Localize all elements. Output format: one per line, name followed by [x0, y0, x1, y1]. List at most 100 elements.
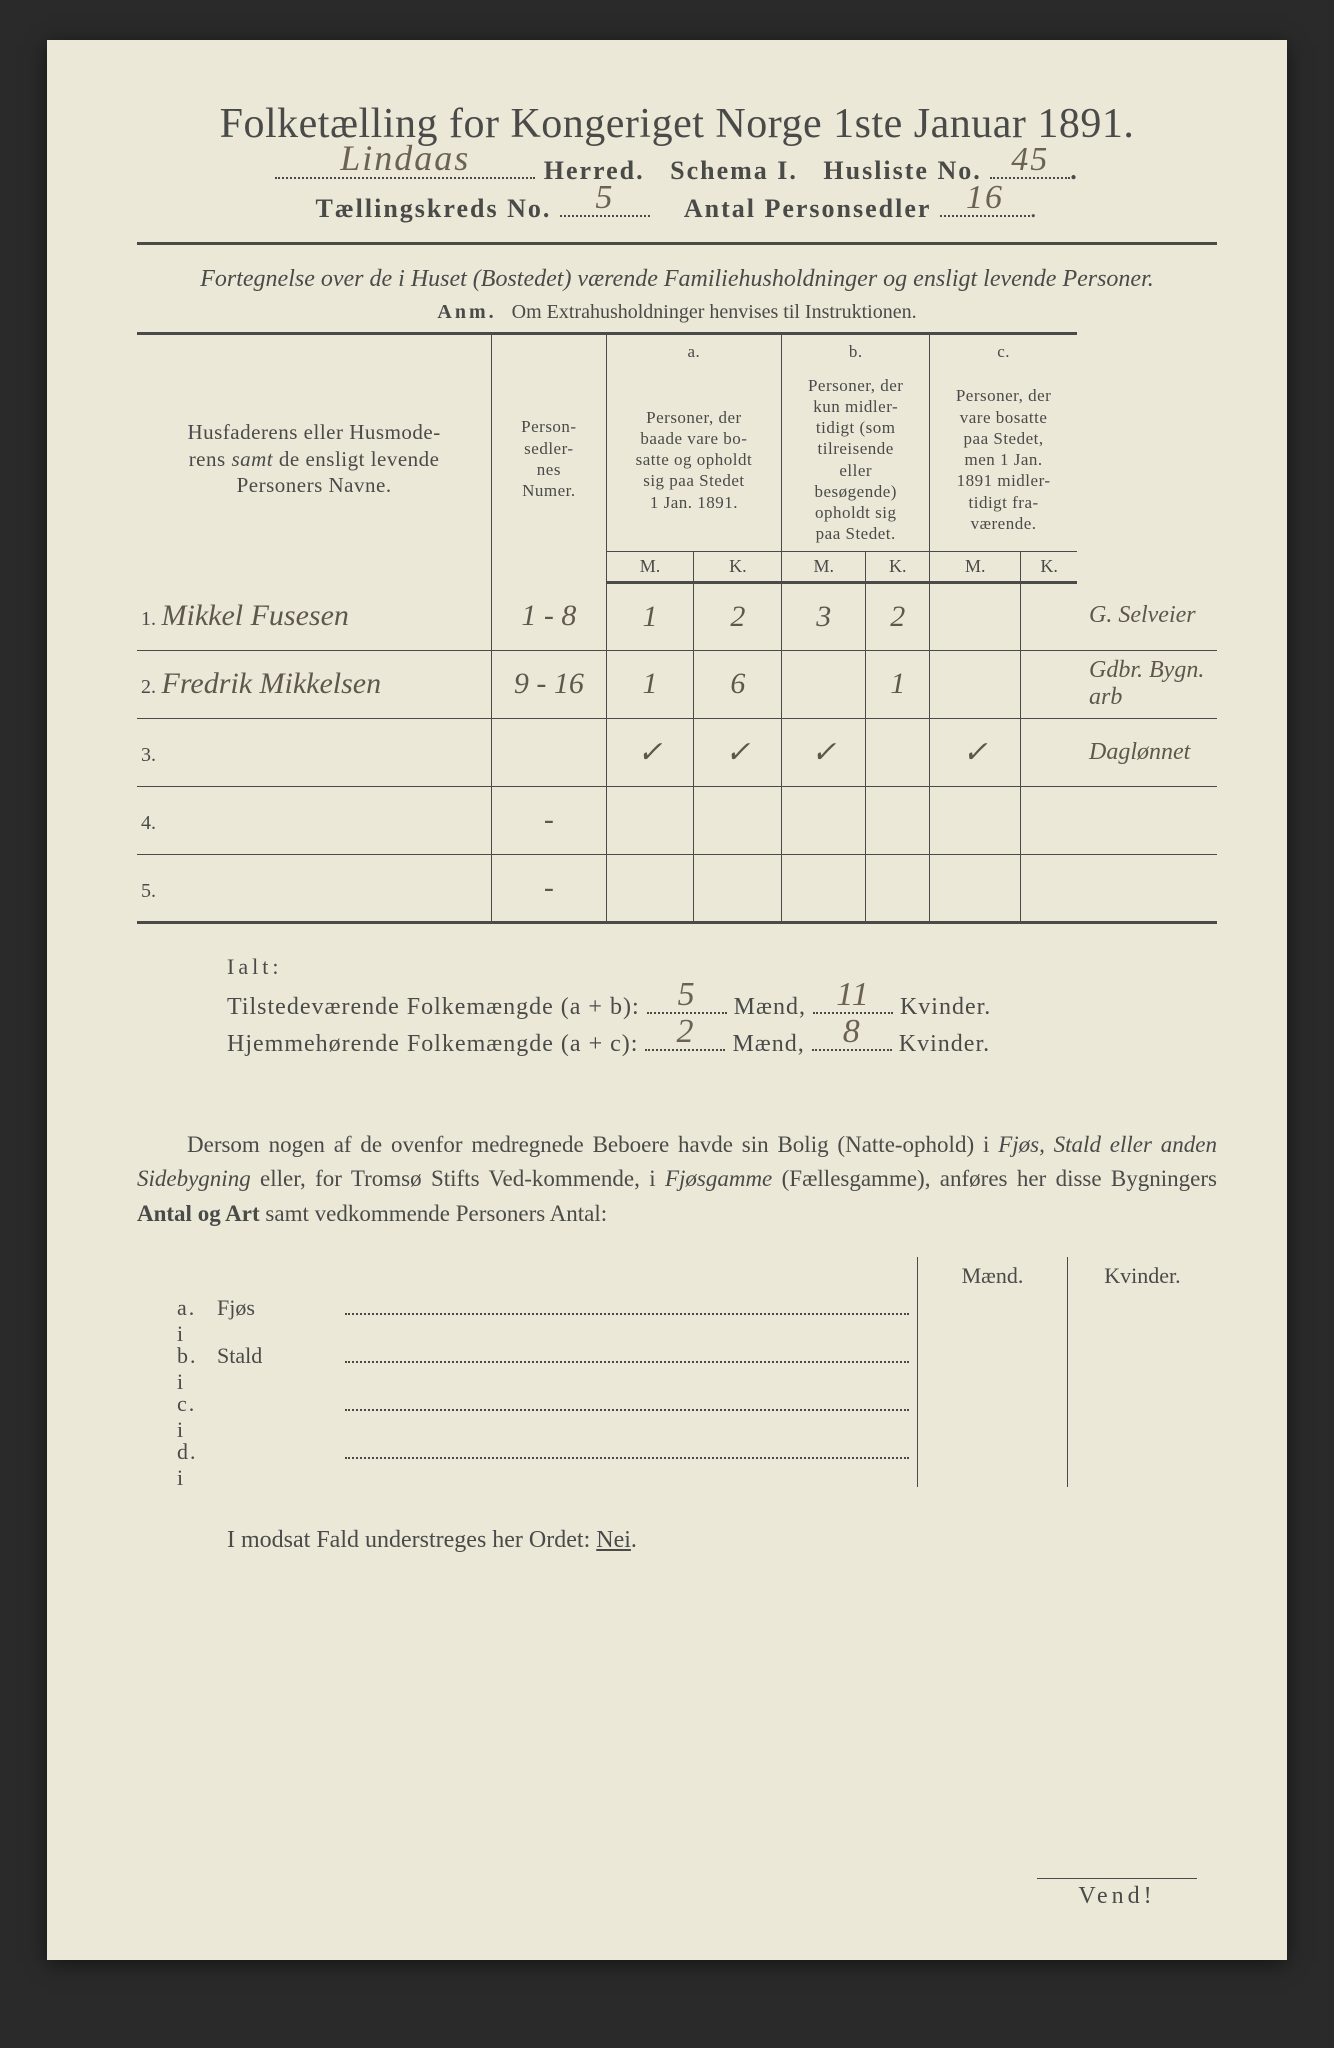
row-ak: 2 — [694, 582, 782, 650]
separator — [137, 242, 1217, 245]
ob-label: c. i — [137, 1391, 197, 1443]
col-b-text: Personer, derkun midler-tidigt (somtilre… — [782, 369, 930, 552]
ob-dots — [345, 1409, 909, 1411]
col-a-label: a. — [606, 334, 782, 369]
ob-dots — [345, 1361, 909, 1363]
antal-label: Antal Personsedler — [684, 194, 932, 223]
maend-label-2: Mænd, — [732, 1031, 804, 1057]
row-cm — [930, 582, 1021, 650]
outbuilding-row: d. i — [137, 1439, 1217, 1487]
col-numer: Person-sedler-nesNumer. — [492, 334, 606, 582]
husliste-label: Husliste No. — [823, 156, 981, 185]
outbuilding-row: a. iFjøs — [137, 1295, 1217, 1343]
row-numer: - — [492, 786, 606, 854]
row-numer: - — [492, 854, 606, 922]
tilstede-m: 5 — [678, 976, 696, 1014]
row-ck — [1021, 854, 1077, 922]
col-ck: K. — [1021, 551, 1077, 582]
ob-label: a. i — [137, 1295, 197, 1347]
row-bk: 2 — [866, 582, 930, 650]
row-margin: Daglønnet — [1077, 718, 1217, 786]
tilstede-label: Tilstedeværende Folkemængde (a + b): — [227, 994, 640, 1020]
kreds-label: Tællingskreds No. — [316, 194, 552, 223]
ob-maend-cell — [917, 1295, 1067, 1343]
row-am: ✓ — [606, 718, 694, 786]
row-ck — [1021, 718, 1077, 786]
ob-header: Mænd. Kvinder. — [137, 1257, 1217, 1295]
outbuilding-row: c. i — [137, 1391, 1217, 1439]
row-cm — [930, 650, 1021, 718]
row-numer: 1 - 8 — [492, 582, 606, 650]
table-row: 5. - — [137, 854, 1217, 922]
row-bk: 1 — [866, 650, 930, 718]
ob-dots — [345, 1457, 909, 1459]
row-bm: ✓ — [782, 718, 866, 786]
row-ak — [694, 854, 782, 922]
hjemme-m: 2 — [676, 1013, 694, 1051]
row-cm: ✓ — [930, 718, 1021, 786]
row-numer — [492, 718, 606, 786]
row-am — [606, 786, 694, 854]
ialt-label: Ialt: — [227, 954, 1217, 980]
outbuilding-row: b. iStald — [137, 1343, 1217, 1391]
herred-field: Lindaas — [275, 177, 535, 179]
row-cm — [930, 854, 1021, 922]
tilstede-k: 11 — [836, 976, 869, 1014]
antal-value: 16 — [966, 179, 1004, 217]
hjemme-row: Hjemmehørende Folkemængde (a + c): 2 Mæn… — [227, 1031, 1217, 1058]
row-ak: 6 — [694, 650, 782, 718]
tilstede-row: Tilstedeværende Folkemængde (a + b): 5 M… — [227, 994, 1217, 1021]
row-ck — [1021, 786, 1077, 854]
col-c-text: Personer, dervare bosattepaa Stedet,men … — [930, 369, 1077, 552]
herred-label: Herred. — [544, 156, 645, 185]
ob-kvinder-cell — [1067, 1391, 1217, 1439]
col-ak: K. — [694, 551, 782, 582]
ob-name: Fjøs — [197, 1295, 337, 1321]
ob-maend-cell — [917, 1343, 1067, 1391]
final-line: I modsat Fald understreges her Ordet: Ne… — [137, 1527, 1217, 1554]
ob-maend-cell — [917, 1439, 1067, 1487]
maend-label: Mænd, — [734, 994, 806, 1020]
col-c-label: c. — [930, 334, 1077, 369]
row-ck — [1021, 582, 1077, 650]
row-bm — [782, 854, 866, 922]
hjemme-k: 8 — [843, 1013, 861, 1051]
title-block: Folketælling for Kongeriget Norge 1ste J… — [137, 100, 1217, 224]
outbuildings-block: Mænd. Kvinder. a. iFjøsb. iStaldc. id. i — [137, 1257, 1217, 1487]
col-bk: K. — [866, 551, 930, 582]
anm-text: Om Extrahusholdninger henvises til Instr… — [512, 301, 917, 323]
antal-field: 16 — [940, 215, 1030, 217]
row-name: 3. — [137, 718, 492, 786]
row-bk — [866, 854, 930, 922]
row-margin: G. Selveier — [1077, 582, 1217, 650]
col-names: Husfaderens eller Husmode-rens samt de e… — [137, 334, 492, 582]
row-ak — [694, 786, 782, 854]
kreds-field: 5 — [560, 215, 650, 217]
husliste-value: 45 — [1011, 141, 1049, 179]
row-bm — [782, 650, 866, 718]
row-ak: ✓ — [694, 718, 782, 786]
kvinder-label: Kvinder. — [900, 994, 991, 1020]
ob-kvinder-header: Kvinder. — [1067, 1257, 1217, 1295]
intro-text: Fortegnelse over de i Huset (Bostedet) v… — [137, 263, 1217, 295]
schema-label: Schema I. — [670, 156, 798, 185]
row-bk — [866, 718, 930, 786]
table-row: 4. - — [137, 786, 1217, 854]
row-bm: 3 — [782, 582, 866, 650]
ob-kvinder-cell — [1067, 1439, 1217, 1487]
ob-kvinder-cell — [1067, 1295, 1217, 1343]
col-cm: M. — [930, 551, 1021, 582]
row-cm — [930, 786, 1021, 854]
row-margin — [1077, 786, 1217, 854]
row-bk — [866, 786, 930, 854]
ob-label: b. i — [137, 1343, 197, 1395]
vend-label: Vend! — [1037, 1878, 1197, 1910]
kvinder-label-2: Kvinder. — [899, 1031, 990, 1057]
totals-block: Ialt: Tilstedeværende Folkemængde (a + b… — [227, 954, 1217, 1058]
row-margin — [1077, 854, 1217, 922]
ob-dots — [345, 1313, 909, 1315]
annotation-line: Anm. Om Extrahusholdninger henvises til … — [137, 301, 1217, 324]
row-am: 1 — [606, 650, 694, 718]
row-margin: Gdbr. Bygn. arb — [1077, 650, 1217, 718]
kreds-value: 5 — [595, 179, 614, 217]
